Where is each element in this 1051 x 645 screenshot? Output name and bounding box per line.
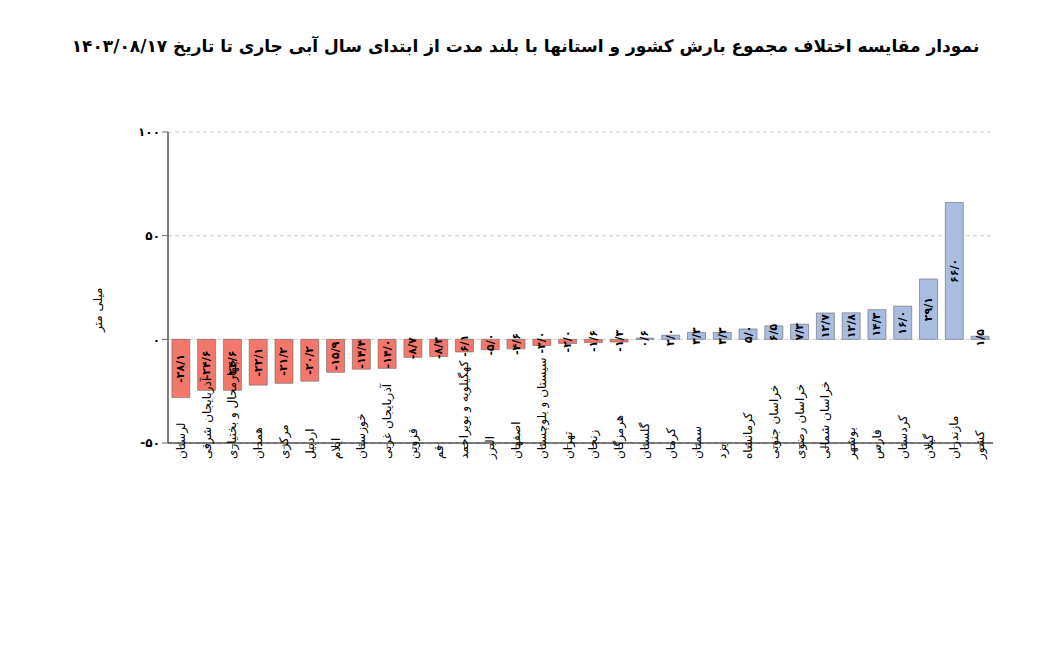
svg-text:۶۶/۰: ۶۶/۰ — [948, 259, 961, 283]
svg-text:یزد: یزد — [715, 444, 730, 459]
html-text:نمودار مقایسه اختلاف مجموع بار: نمودار مقایسه اختلاف مجموع بارش کشور و ا… — [71, 36, 980, 56]
svg-text:۱۶/۰: ۱۶/۰ — [896, 311, 909, 335]
svg-text:همدان: همدان — [251, 427, 265, 459]
svg-text:-۶/۱: -۶/۱ — [458, 335, 471, 357]
svg-text:۱۴/۳: ۱۴/۳ — [870, 312, 883, 336]
svg-text:مرکزی: مرکزی — [277, 424, 292, 459]
svg-text:سیستان و بلوچستان: سیستان و بلوچستان — [535, 357, 550, 459]
svg-text:۲۹/۱: ۲۹/۱ — [922, 297, 935, 321]
svg-text:-۲۸/۱: -۲۸/۱ — [174, 354, 187, 383]
svg-text:-۲/۰: -۲/۰ — [561, 330, 574, 352]
svg-text:کرمانشاه: کرمانشاه — [741, 412, 756, 459]
svg-text:۳/۳: ۳/۳ — [716, 327, 729, 345]
svg-text:-۲۱/۲: -۲۱/۲ — [277, 347, 290, 376]
svg-text:قم: قم — [432, 445, 446, 459]
svg-text:-۱۵/۹: -۱۵/۹ — [329, 341, 342, 370]
svg-text:سمنان: سمنان — [690, 426, 704, 459]
svg-text:میلی متر: میلی متر — [91, 288, 106, 334]
svg-text:۲/۰: ۲/۰ — [664, 329, 677, 346]
svg-text:-۲۰/۲: -۲۰/۲ — [303, 346, 316, 375]
svg-text:۱۲/۸: ۱۲/۸ — [845, 314, 858, 338]
svg-text:آذربایجان شرقی: آذربایجان شرقی — [199, 377, 215, 459]
svg-text:-۴/۶: -۴/۶ — [510, 333, 523, 355]
svg-text:۰: ۰ — [153, 333, 160, 347]
svg-text:ایلام: ایلام — [329, 438, 343, 459]
svg-text:۵/۰: ۵/۰ — [742, 325, 755, 342]
svg-text:اردبیل: اردبیل — [303, 428, 318, 459]
svg-text:-۲۲/۱: -۲۲/۱ — [252, 348, 265, 377]
svg-text:۱/۵: ۱/۵ — [974, 329, 987, 347]
svg-text:-۱۴/۴: -۱۴/۴ — [355, 340, 368, 369]
svg-text:۱۰۰: ۱۰۰ — [138, 125, 160, 139]
svg-text:-۸/۷: -۸/۷ — [406, 337, 419, 359]
svg-text:خوزستان: خوزستان — [354, 413, 369, 459]
svg-text:خراسان رضوی: خراسان رضوی — [793, 384, 808, 459]
svg-text:اصفهان: اصفهان — [509, 421, 523, 459]
svg-text:آذربایجان غربی: آذربایجان غربی — [379, 383, 395, 459]
svg-text:-۵/۰: -۵/۰ — [484, 334, 497, 356]
svg-text:چهارمحال و بختیاری: چهارمحال و بختیاری — [225, 359, 240, 459]
svg-text:خراسان جنوبی: خراسان جنوبی — [767, 385, 782, 459]
svg-text:۶/۵: ۶/۵ — [767, 324, 780, 342]
svg-text:قزوین: قزوین — [406, 428, 421, 459]
svg-text:لرستان: لرستان — [174, 423, 189, 459]
svg-text:-۳/۰: -۳/۰ — [535, 331, 548, 353]
svg-text:کشور: کشور — [973, 430, 988, 460]
svg-text:۵۰: ۵۰ — [145, 229, 160, 243]
svg-text:کردستان: کردستان — [896, 415, 911, 459]
svg-text:مازندران: مازندران — [947, 416, 962, 459]
svg-text:-۲۴/۶: -۲۴/۶ — [200, 350, 213, 379]
svg-text:تهران: تهران — [561, 431, 576, 459]
svg-text:۰/۶: ۰/۶ — [638, 330, 651, 347]
svg-text:۱۲/۷: ۱۲/۷ — [819, 314, 832, 338]
svg-text:خراسان شمالی: خراسان شمالی — [818, 381, 833, 459]
svg-text:-۵۰: -۵۰ — [140, 436, 160, 450]
svg-text:۷/۳: ۷/۳ — [793, 323, 806, 341]
svg-text:-۲۴/۶: -۲۴/۶ — [226, 350, 239, 379]
svg-text:بوشهر: بوشهر — [844, 427, 859, 460]
svg-text:البرز: البرز — [483, 436, 498, 460]
svg-text:۳/۳: ۳/۳ — [690, 327, 703, 345]
svg-text:-۱۴/۰: -۱۴/۰ — [381, 339, 394, 368]
svg-text:فارس: فارس — [870, 429, 885, 459]
svg-text:کرمان: کرمان — [664, 427, 679, 459]
svg-text:گیلان: گیلان — [922, 433, 936, 459]
svg-text:-۸/۳: -۸/۳ — [432, 337, 445, 359]
svg-text:هرمزگان: هرمزگان — [612, 415, 627, 459]
svg-text:-۱/۶: -۱/۶ — [587, 330, 600, 352]
svg-text:زنجان: زنجان — [586, 429, 601, 459]
svg-text:گلستان: گلستان — [638, 422, 652, 459]
svg-text:-۱/۳: -۱/۳ — [613, 329, 626, 351]
svg-text:کهگیلویه و بویراحمد: کهگیلویه و بویراحمد — [457, 360, 472, 459]
